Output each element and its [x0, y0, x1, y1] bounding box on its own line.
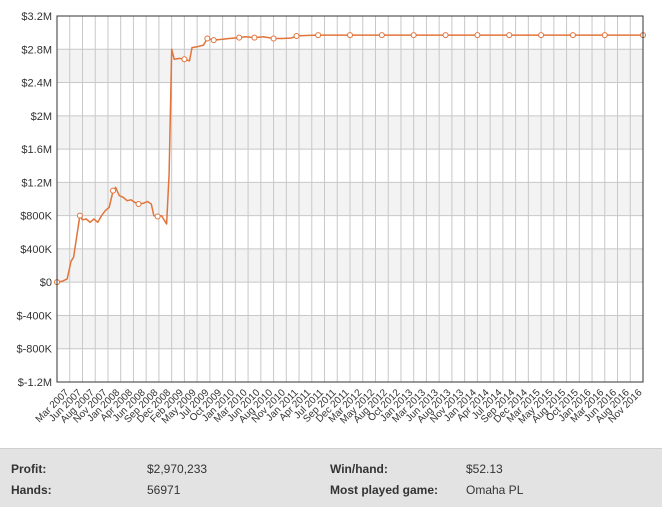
profit-chart: $3.2M $2.8M $2.4M $2M $1.6M $1.2M $800K $400K $0…: [16, 11, 646, 427]
y-tick-label: $0: [40, 277, 52, 289]
data-point: [76, 212, 83, 219]
y-tick-label: $-800K: [17, 344, 53, 356]
y-tick-label: $-1.2M: [18, 377, 52, 389]
data-point: [251, 34, 258, 41]
y-tick-label: $2.4M: [21, 78, 52, 90]
y-tick-label: $-400K: [17, 310, 53, 322]
data-point: [236, 34, 243, 41]
chart-svg: $3.2M $2.8M $2.4M $2M $1.6M $1.2M $800K $400K $0…: [17, 11, 646, 426]
data-point: [347, 32, 353, 39]
y-tick-label: $2M: [31, 111, 52, 123]
plot-frame: [56, 15, 644, 383]
data-point: [442, 32, 449, 39]
hands-value: 56971: [147, 483, 181, 497]
y-tick-label: $2.8M: [21, 44, 52, 56]
y-tick-label: $800K: [20, 211, 52, 223]
win-per-hand-value: $52.13: [466, 462, 503, 476]
data-point: [154, 213, 161, 220]
profit-label: Profit:: [11, 462, 47, 476]
stats-panel: Profit: $2,970,233 Win/hand: $52.13 Hand…: [0, 448, 662, 507]
data-point: [378, 32, 385, 39]
data-point: [210, 37, 217, 44]
data-point: [181, 56, 188, 63]
y-tick-label: $1.6M: [21, 144, 52, 156]
y-tick-label: $3.2M: [21, 11, 52, 23]
data-point: [410, 32, 417, 39]
most-played-game-value: Omaha PL: [466, 483, 524, 497]
hands-label: Hands:: [11, 483, 52, 497]
data-point: [474, 32, 481, 39]
y-tick-label: $400K: [20, 244, 52, 256]
data-point: [315, 32, 322, 39]
data-point: [270, 35, 277, 42]
most-played-game-label: Most played game:: [330, 483, 439, 497]
data-point: [110, 187, 117, 194]
data-point: [293, 32, 300, 39]
data-point: [601, 32, 608, 39]
profit-value: $2,970,233: [147, 462, 208, 476]
data-point: [204, 35, 211, 42]
data-point: [135, 200, 142, 207]
data-point: [569, 32, 576, 39]
y-tick-label: $1.2M: [21, 177, 52, 189]
data-point: [538, 32, 545, 39]
data-point: [506, 32, 513, 39]
win-per-hand-label: Win/hand:: [330, 462, 388, 476]
